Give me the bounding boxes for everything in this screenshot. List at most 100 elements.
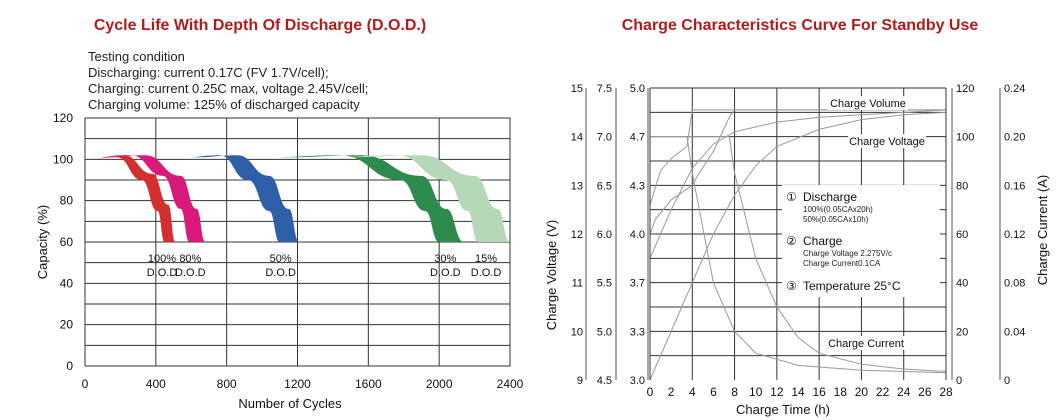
note-2-mark: ②: [786, 234, 797, 248]
charge-curve-5: [650, 136, 947, 374]
charge-curves: [649, 109, 947, 381]
y-tick-label: 80: [60, 194, 74, 208]
axis-e-tick-label: 0.24: [1004, 83, 1025, 95]
charge-x-tick-label: 6: [710, 385, 717, 399]
axis-a-tick-label: 12: [571, 229, 583, 241]
charge-x-tick-label: 16: [812, 385, 826, 399]
axis-c-tick-label: 3.0: [630, 375, 645, 387]
axis-b-tick-label: 4.5: [597, 375, 612, 387]
axis-b-tick-label: 5.0: [597, 326, 612, 338]
axis-b-tick-label: 6.0: [597, 229, 612, 241]
axis-e-tick-label: 0.04: [1004, 326, 1025, 338]
axis-c-tick-label: 3.3: [630, 326, 645, 338]
charge-y-tick-groups: 9 10 11 12 13 14 15 4.5 5.0 5.5 6.0 6.5 7.0 7.5 3.0 3.3…: [571, 83, 1026, 387]
condition-line-2: Charging: current 0.25C max, voltage 2.4…: [88, 81, 368, 96]
axis-d-tick-label: 80: [956, 180, 968, 192]
axis-c-tick-label: 3.7: [630, 278, 645, 290]
charge-current-label: Charge Current: [828, 338, 904, 350]
charge-x-tick-label: 18: [834, 385, 848, 399]
charge-curve-4: [650, 136, 947, 372]
x-tick-label: 0: [82, 377, 89, 391]
note-1-line-2: 50%(0.05CAx10h): [803, 215, 869, 224]
y-tick-label: 60: [60, 235, 74, 249]
charge-current-label-bg: [826, 336, 906, 350]
dod-band-1: [95, 155, 206, 242]
charge-curve-0: [649, 109, 946, 235]
charge-characteristics-chart: 9 10 11 12 13 14 15 4.5 5.0 5.5 6.0 6.5 7.0 7.5 3.0 3.3…: [544, 83, 1050, 417]
charge-voltage-label-bg: [848, 134, 926, 148]
cycle-life-x-ticks: 0 400 800 1200 1600 2000 2400: [82, 377, 524, 391]
axis-b-tick-label: 5.5: [597, 278, 612, 290]
axis-d-tick-label: 120: [956, 83, 974, 95]
note-1-mark: ①: [786, 190, 797, 204]
axis-a-tick-label: 9: [577, 375, 583, 387]
dod-label-pct: 100%: [148, 253, 176, 265]
axis-d-tick-label: 40: [956, 278, 968, 290]
axis-c-tick-label: 5.0: [630, 83, 645, 95]
x-tick-label: 2000: [426, 377, 453, 391]
charge-y-label-left: Charge Voltage (V): [544, 220, 559, 331]
axis-a-tick-label: 11: [572, 278, 583, 290]
dod-label-pct: 50%: [270, 253, 292, 265]
axis-b-tick-label: 7.0: [597, 132, 612, 144]
charge-curve-2: [649, 111, 947, 381]
note-3-title: Temperature 25°C: [803, 279, 901, 293]
charge-x-tick-label: 2: [668, 385, 675, 399]
axis-c-tick-label: 4.7: [630, 132, 645, 144]
axis-e-tick-label: 0: [1004, 375, 1010, 387]
note-3-mark: ③: [786, 279, 797, 293]
axis-e-tick-label: 0.20: [1004, 132, 1025, 144]
dod-band-0: [85, 155, 176, 242]
x-tick-label: 2400: [497, 377, 524, 391]
axis-b-tick-label: 7.5: [597, 83, 612, 95]
condition-line-0: Testing condition: [88, 49, 185, 64]
axis-d-tick-label: 60: [956, 229, 968, 241]
x-tick-label: 800: [217, 377, 237, 391]
charge-x-tick-label: 14: [791, 385, 805, 399]
dod-band-3: [265, 155, 464, 242]
dod-label-dod: D.O.D: [265, 267, 296, 279]
charge-x-ticks: 0 2 4 6 8 10 12 14 16 18 20 22 24 26 28: [647, 385, 953, 399]
y-tick-label: 20: [60, 318, 74, 332]
dod-label-pct: 30%: [434, 253, 456, 265]
charge-x-label: Charge Time (h): [736, 402, 830, 417]
axis-c-tick-label: 4.0: [630, 229, 645, 241]
y-tick-label: 100: [53, 152, 73, 166]
axis-c-tick-label: 4.3: [630, 180, 645, 192]
charge-x-tick-label: 26: [918, 385, 932, 399]
dod-label-dod: D.O.D: [147, 267, 178, 279]
axis-a-tick-label: 15: [571, 83, 583, 95]
y-tick-label: 0: [66, 359, 73, 373]
charge-x-tick-label: 12: [770, 385, 784, 399]
charge-x-tick-label: 24: [897, 385, 911, 399]
axis-a-tick-label: 10: [571, 326, 583, 338]
note-2-title: Charge: [803, 234, 843, 248]
charge-curve-1: [649, 109, 946, 205]
charge-volume-label-bg: [828, 96, 908, 110]
axis-e-tick-label: 0.16: [1004, 180, 1025, 192]
axis-d-tick-label: 0: [956, 375, 962, 387]
charge-characteristics-title: Charge Characteristics Curve For Standby…: [622, 17, 979, 34]
axis-e-tick-label: 0.12: [1004, 229, 1025, 241]
axis-d-tick-label: 20: [956, 326, 968, 338]
cycle-life-bands: [85, 155, 510, 242]
cycle-life-x-label: Number of Cycles: [238, 396, 342, 411]
axis-e-tick-label: 0.08: [1004, 278, 1025, 290]
charge-y-label-right: Charge Current (A): [1035, 175, 1050, 286]
x-tick-label: 400: [146, 377, 166, 391]
dod-labels: 100%D.O.D80%D.O.D50%D.O.D30%D.O.D15%D.O.…: [147, 253, 502, 279]
axis-d-tick-label: 100: [956, 132, 974, 144]
dod-label-dod: D.O.D: [175, 267, 206, 279]
condition-line-3: Charging volume: 125% of discharged capa…: [88, 97, 360, 112]
charge-x-tick-label: 8: [731, 385, 738, 399]
testing-conditions: Testing condition Discharging: current 0…: [88, 49, 368, 112]
axis-b-tick-label: 6.5: [597, 180, 612, 192]
x-tick-label: 1200: [284, 377, 311, 391]
dod-label-dod: D.O.D: [471, 267, 502, 279]
notes-background: [782, 185, 940, 297]
charge-notes: ① Discharge 100%(0.05CAx20h) 50%(0.05CAx…: [782, 185, 940, 297]
charge-x-tick-label: 10: [749, 385, 763, 399]
charge-x-tick-label: 22: [876, 385, 890, 399]
